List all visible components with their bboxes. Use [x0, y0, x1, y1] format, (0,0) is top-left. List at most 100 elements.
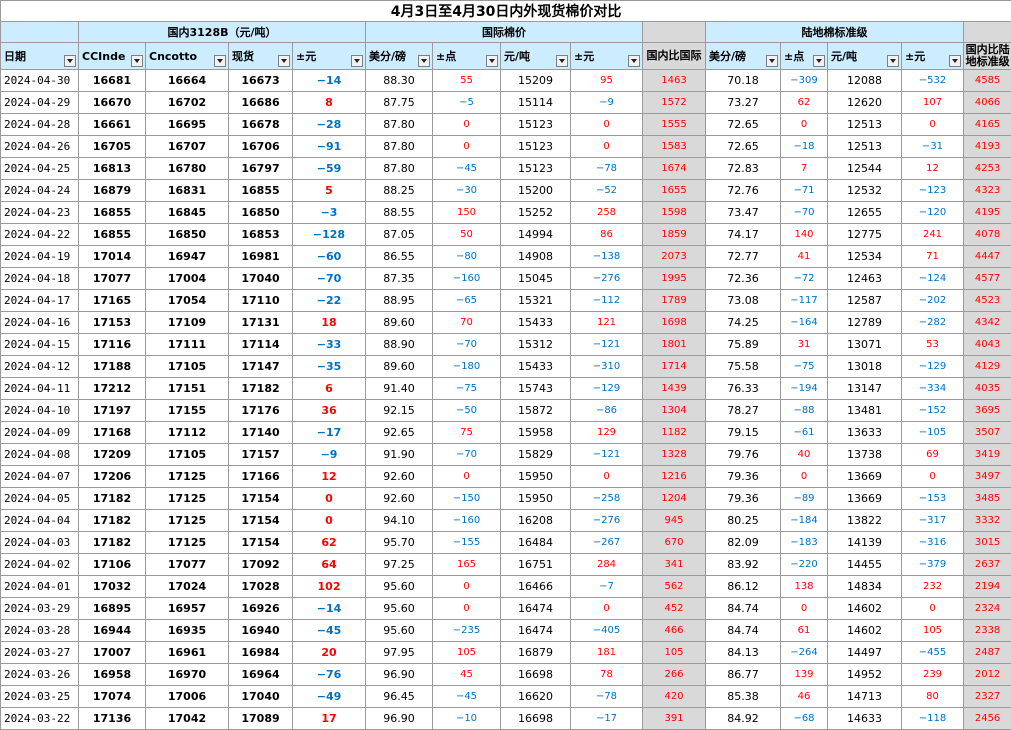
- domestic-price-cell[interactable]: 17106: [79, 554, 146, 576]
- price-cell[interactable]: 13633: [828, 422, 902, 444]
- change-cell[interactable]: 50: [433, 224, 501, 246]
- change-cell[interactable]: 258: [571, 202, 643, 224]
- price-cell[interactable]: 88.55: [366, 202, 433, 224]
- price-cell[interactable]: 14139: [828, 532, 902, 554]
- domestic-change-cell[interactable]: −128: [293, 224, 366, 246]
- price-cell[interactable]: 94.10: [366, 510, 433, 532]
- price-cell[interactable]: 72.65: [706, 114, 781, 136]
- spread-cell[interactable]: 945: [643, 510, 706, 532]
- spread-cell[interactable]: 1789: [643, 290, 706, 312]
- spread-cell[interactable]: 266: [643, 664, 706, 686]
- domestic-price-cell[interactable]: 16707: [146, 136, 229, 158]
- date-cell[interactable]: 2024-04-02: [1, 554, 79, 576]
- price-cell[interactable]: 92.15: [366, 400, 433, 422]
- spread-cell[interactable]: 4585: [964, 70, 1011, 92]
- date-cell[interactable]: 2024-04-22: [1, 224, 79, 246]
- domestic-price-cell[interactable]: 17074: [79, 686, 146, 708]
- change-cell[interactable]: −68: [781, 708, 828, 730]
- domestic-price-cell[interactable]: 17105: [146, 444, 229, 466]
- domestic-price-cell[interactable]: 16970: [146, 664, 229, 686]
- price-cell[interactable]: 84.74: [706, 620, 781, 642]
- date-cell[interactable]: 2024-04-18: [1, 268, 79, 290]
- price-cell[interactable]: 14497: [828, 642, 902, 664]
- price-cell[interactable]: 15114: [501, 92, 571, 114]
- change-cell[interactable]: 40: [781, 444, 828, 466]
- change-cell[interactable]: 0: [433, 598, 501, 620]
- price-cell[interactable]: 16879: [501, 642, 571, 664]
- domestic-price-cell[interactable]: 17092: [229, 554, 293, 576]
- domestic-price-cell[interactable]: 16780: [146, 158, 229, 180]
- spread-cell[interactable]: 2073: [643, 246, 706, 268]
- domestic-price-cell[interactable]: 17125: [146, 532, 229, 554]
- domestic-price-cell[interactable]: 17188: [79, 356, 146, 378]
- change-cell[interactable]: −183: [781, 532, 828, 554]
- price-cell[interactable]: 97.25: [366, 554, 433, 576]
- change-cell[interactable]: 31: [781, 334, 828, 356]
- domestic-price-cell[interactable]: 16706: [229, 136, 293, 158]
- spread-cell[interactable]: 1655: [643, 180, 706, 202]
- domestic-price-cell[interactable]: 17136: [79, 708, 146, 730]
- spread-cell[interactable]: 341: [643, 554, 706, 576]
- domestic-price-cell[interactable]: 16850: [229, 202, 293, 224]
- spread-cell[interactable]: 452: [643, 598, 706, 620]
- domestic-change-cell[interactable]: 20: [293, 642, 366, 664]
- change-cell[interactable]: 0: [902, 114, 964, 136]
- change-cell[interactable]: 121: [571, 312, 643, 334]
- price-cell[interactable]: 14602: [828, 598, 902, 620]
- domestic-change-cell[interactable]: −59: [293, 158, 366, 180]
- spread-cell[interactable]: 1439: [643, 378, 706, 400]
- spread-cell[interactable]: 4342: [964, 312, 1011, 334]
- spread-cell[interactable]: 4577: [964, 268, 1011, 290]
- domestic-price-cell[interactable]: 17116: [79, 334, 146, 356]
- change-cell[interactable]: −120: [902, 202, 964, 224]
- price-cell[interactable]: 95.70: [366, 532, 433, 554]
- spread-cell[interactable]: 1328: [643, 444, 706, 466]
- filter-dropdown-icon[interactable]: [556, 55, 568, 67]
- spread-cell[interactable]: 4447: [964, 246, 1011, 268]
- change-cell[interactable]: 0: [781, 114, 828, 136]
- date-cell[interactable]: 2024-03-28: [1, 620, 79, 642]
- price-cell[interactable]: 15872: [501, 400, 571, 422]
- change-cell[interactable]: 53: [902, 334, 964, 356]
- price-cell[interactable]: 72.77: [706, 246, 781, 268]
- date-cell[interactable]: 2024-04-10: [1, 400, 79, 422]
- filter-dropdown-icon[interactable]: [351, 55, 363, 67]
- date-cell[interactable]: 2024-04-07: [1, 466, 79, 488]
- date-cell[interactable]: 2024-04-09: [1, 422, 79, 444]
- domestic-price-cell[interactable]: 16855: [79, 224, 146, 246]
- price-cell[interactable]: 79.36: [706, 466, 781, 488]
- spread-cell[interactable]: 3332: [964, 510, 1011, 532]
- domestic-change-cell[interactable]: −33: [293, 334, 366, 356]
- change-cell[interactable]: 41: [781, 246, 828, 268]
- date-cell[interactable]: 2024-03-27: [1, 642, 79, 664]
- price-cell[interactable]: 78.27: [706, 400, 781, 422]
- domestic-change-cell[interactable]: −35: [293, 356, 366, 378]
- domestic-price-cell[interactable]: 16935: [146, 620, 229, 642]
- spread-cell[interactable]: 2637: [964, 554, 1011, 576]
- domestic-change-cell[interactable]: −3: [293, 202, 366, 224]
- spread-cell[interactable]: 2338: [964, 620, 1011, 642]
- price-cell[interactable]: 15433: [501, 356, 571, 378]
- price-cell[interactable]: 72.76: [706, 180, 781, 202]
- domestic-price-cell[interactable]: 17111: [146, 334, 229, 356]
- domestic-price-cell[interactable]: 17007: [79, 642, 146, 664]
- domestic-price-cell[interactable]: 17077: [146, 554, 229, 576]
- filter-dropdown-icon[interactable]: [214, 55, 226, 67]
- filter-dropdown-icon[interactable]: [278, 55, 290, 67]
- date-cell[interactable]: 2024-04-08: [1, 444, 79, 466]
- domestic-price-cell[interactable]: 17155: [146, 400, 229, 422]
- change-cell[interactable]: −310: [571, 356, 643, 378]
- change-cell[interactable]: −105: [902, 422, 964, 444]
- change-cell[interactable]: 12: [902, 158, 964, 180]
- price-cell[interactable]: 73.08: [706, 290, 781, 312]
- domestic-change-cell[interactable]: 8: [293, 92, 366, 114]
- price-cell[interactable]: 73.27: [706, 92, 781, 114]
- price-cell[interactable]: 82.09: [706, 532, 781, 554]
- domestic-price-cell[interactable]: 17077: [79, 268, 146, 290]
- domestic-price-cell[interactable]: 17006: [146, 686, 229, 708]
- date-cell[interactable]: 2024-04-03: [1, 532, 79, 554]
- price-cell[interactable]: 13481: [828, 400, 902, 422]
- spread-cell[interactable]: 1583: [643, 136, 706, 158]
- domestic-price-cell[interactable]: 16855: [229, 180, 293, 202]
- spread-cell[interactable]: 4193: [964, 136, 1011, 158]
